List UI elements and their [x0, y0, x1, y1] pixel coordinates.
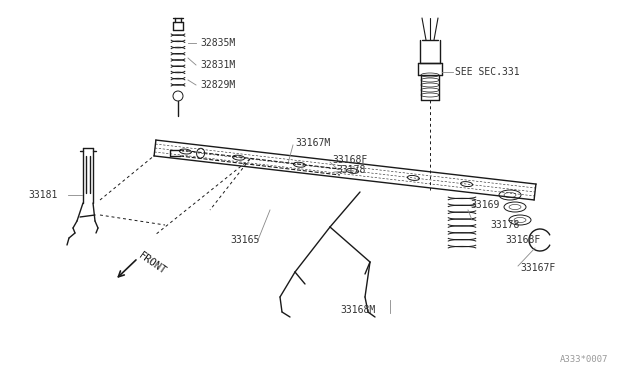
Text: 32829M: 32829M [200, 80, 236, 90]
Text: 33178: 33178 [490, 220, 520, 230]
Text: A333*0007: A333*0007 [560, 356, 609, 365]
Text: 33168F: 33168F [332, 155, 367, 165]
Text: 33178: 33178 [336, 165, 365, 175]
Text: SEE SEC.331: SEE SEC.331 [455, 67, 520, 77]
Text: 33167M: 33167M [295, 138, 330, 148]
Text: 32831M: 32831M [200, 60, 236, 70]
Text: 33181: 33181 [28, 190, 58, 200]
Text: 33168F: 33168F [505, 235, 540, 245]
Text: 33169: 33169 [470, 200, 499, 210]
Text: 33167F: 33167F [520, 263, 556, 273]
Text: 32835M: 32835M [200, 38, 236, 48]
Text: 33168M: 33168M [340, 305, 375, 315]
Text: FRONT: FRONT [137, 251, 168, 277]
Text: 33165: 33165 [230, 235, 259, 245]
